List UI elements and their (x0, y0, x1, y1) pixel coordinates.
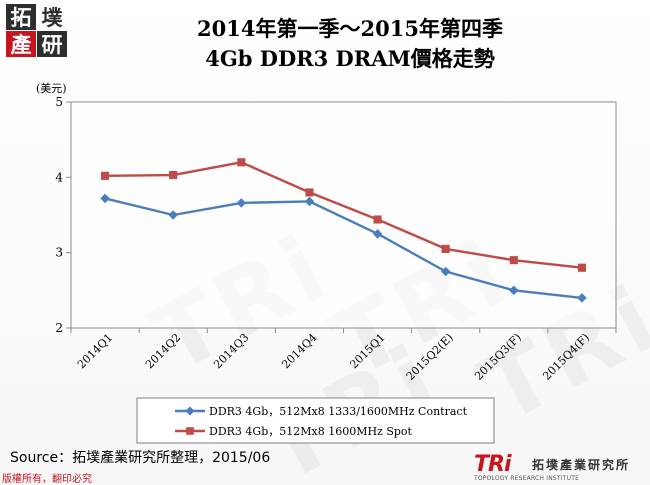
data-point-diamond (577, 293, 587, 303)
logo-char-1: 拓 (6, 4, 36, 30)
data-point-square (373, 215, 382, 224)
legend-entry-label: DDR3 4Gb，512Mx8 1333/1600MHz Contract (209, 405, 468, 418)
logo-char-4: 研 (37, 31, 67, 57)
title-line-1: 2014年第一季～2015年第四季 (197, 16, 503, 41)
data-point-diamond (440, 266, 451, 277)
x-tick-label: 2015Q3(F) (472, 331, 524, 383)
data-point-square (101, 171, 110, 180)
data-point-square (169, 171, 178, 180)
legend-marker-diamond (185, 406, 195, 416)
series-line-1 (104, 197, 583, 300)
x-tick-label: 2014Q4 (279, 331, 319, 371)
y-tick-label: 3 (55, 246, 63, 260)
y-tick-label: 5 (55, 95, 63, 109)
x-tick-label: 2014Q2 (143, 331, 183, 371)
data-point-diamond (304, 196, 315, 207)
plot-area (70, 101, 617, 329)
x-tick-label: 2015Q2(E) (404, 331, 456, 383)
data-point-diamond (372, 228, 383, 239)
series-line-2 (105, 161, 583, 269)
data-point-square (441, 244, 450, 253)
data-point-square (237, 158, 246, 167)
logo-char-2: 墣 (41, 6, 63, 30)
source-note: Source：拓墣產業研究所整理，2015/06 (10, 450, 271, 466)
data-point-diamond (236, 198, 247, 208)
data-point-diamond (508, 285, 519, 296)
logo-topleft: 拓 墣 產 研 (6, 4, 68, 58)
y-axis-label: (美元) (36, 82, 67, 95)
copyright-note: 版權所有，翻印必究 (2, 474, 92, 485)
legend-marker-square (186, 427, 194, 435)
y-tick-label: 4 (55, 170, 63, 184)
logo-name-zh: 拓墣產業研究所 (532, 458, 631, 472)
data-point-square (305, 188, 314, 197)
logo-tri-subtitle: TOPOLOGY RESEARCH INSTITUTE (474, 475, 580, 482)
x-tick-label: 2015Q4(F) (540, 331, 592, 383)
x-tick-label: 2015Q1 (347, 331, 387, 371)
title-line-2: 4Gb DDR3 DRAM價格走勢 (205, 46, 495, 71)
data-point-square (577, 263, 586, 272)
x-tick-label: 2014Q1 (75, 331, 115, 371)
data-point-diamond (168, 210, 179, 220)
legend-box (136, 397, 495, 444)
legend-entry-label: DDR3 4Gb，512Mx8 1600MHz Spot (209, 425, 413, 438)
y-tick-label: 2 (55, 321, 63, 335)
data-point-diamond (100, 193, 110, 204)
logo-char-3: 產 (6, 31, 36, 57)
page-title: 2014年第一季～2015年第四季 4Gb DDR3 DRAM價格走勢 (110, 14, 590, 74)
logo-tri-mark: TRi (474, 452, 511, 477)
logo-bottomright: TRi TOPOLOGY RESEARCH INSTITUTE 拓墣產業研究所 (474, 452, 646, 484)
x-tick-label: 2014Q3 (211, 331, 251, 371)
data-point-square (509, 256, 518, 265)
